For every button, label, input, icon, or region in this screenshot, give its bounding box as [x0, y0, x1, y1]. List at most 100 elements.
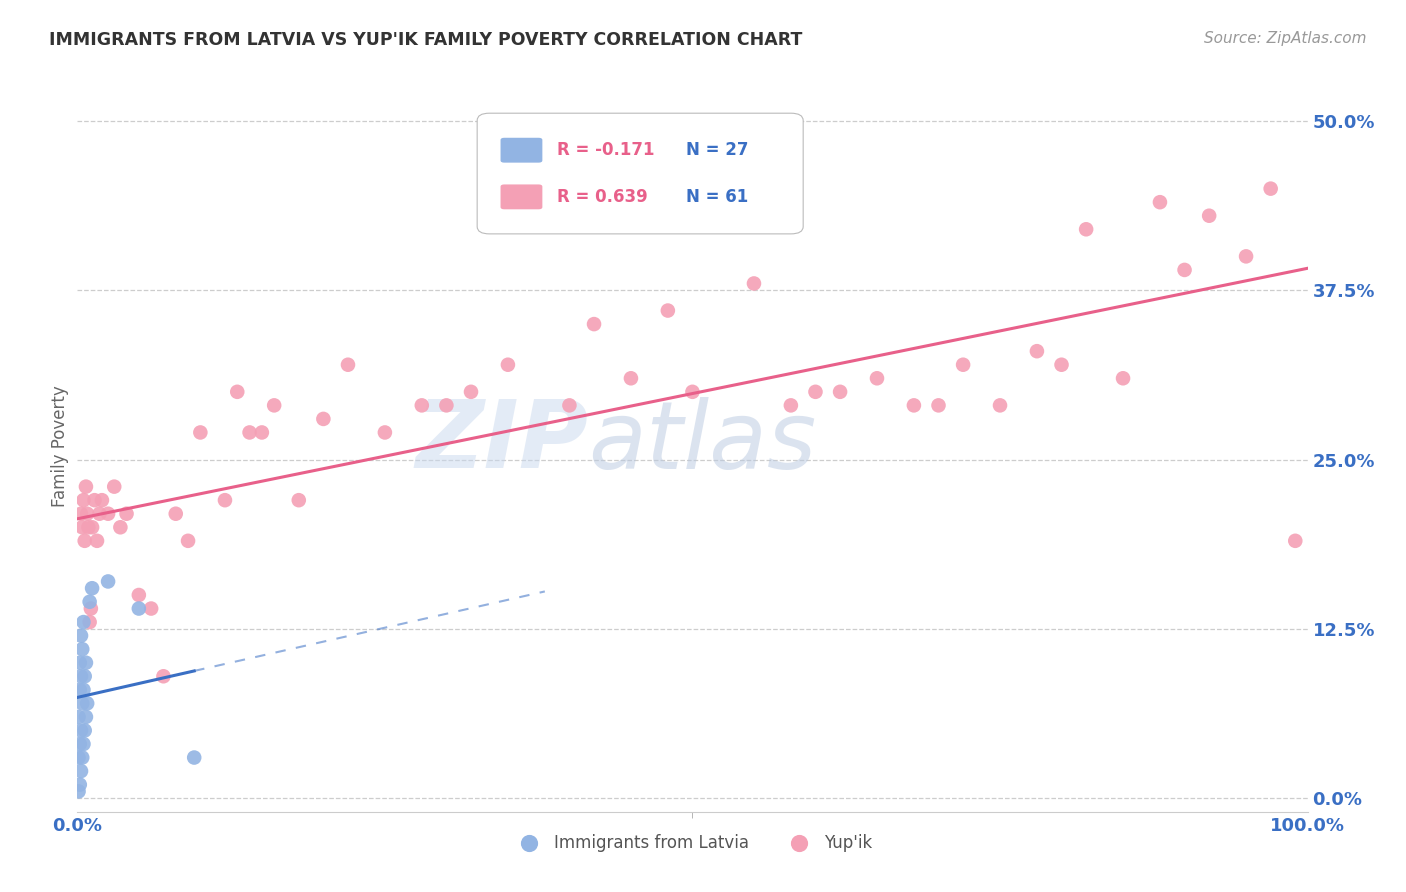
Point [583, 317, 606, 331]
Point [75, 480, 97, 494]
Legend: Immigrants from Latvia, Yup'ik: Immigrants from Latvia, Yup'ik [506, 827, 879, 858]
Point [460, 384, 482, 399]
Point [79, 595, 101, 609]
Point [742, 277, 765, 291]
Text: IMMIGRANTS FROM LATVIA VS YUP'IK FAMILY POVERTY CORRELATION CHART: IMMIGRANTS FROM LATVIA VS YUP'IK FAMILY … [49, 31, 803, 49]
Point [72, 682, 94, 697]
Point [496, 358, 519, 372]
Point [780, 398, 803, 412]
Point [69, 682, 91, 697]
Point [69, 656, 91, 670]
Point [657, 303, 679, 318]
Point [239, 425, 262, 440]
Point [177, 533, 200, 548]
Point [226, 384, 249, 399]
Y-axis label: Family Poverty: Family Poverty [51, 385, 69, 507]
Point [70, 629, 93, 643]
Text: ZIP: ZIP [415, 396, 588, 488]
Point [83, 493, 105, 508]
Text: N = 61: N = 61 [686, 188, 748, 206]
Point [73, 533, 96, 548]
Point [70, 750, 93, 764]
Point [67, 710, 90, 724]
Point [128, 588, 150, 602]
Text: N = 27: N = 27 [686, 141, 749, 159]
Point [288, 493, 311, 508]
Point [110, 520, 132, 534]
Point [90, 493, 114, 508]
Point [1198, 209, 1220, 223]
Point [337, 358, 360, 372]
Point [82, 581, 104, 595]
FancyBboxPatch shape [501, 185, 543, 210]
Point [86, 533, 108, 548]
Point [1112, 371, 1135, 385]
Point [165, 507, 187, 521]
Point [374, 425, 396, 440]
Point [73, 669, 96, 683]
Text: Source: ZipAtlas.com: Source: ZipAtlas.com [1204, 31, 1367, 46]
Point [70, 507, 93, 521]
Point [70, 764, 93, 778]
Point [97, 574, 120, 589]
Point [82, 520, 104, 534]
Point [70, 642, 93, 657]
Point [214, 493, 236, 508]
Point [1076, 222, 1098, 236]
Point [988, 398, 1011, 412]
Point [1260, 181, 1282, 195]
Point [67, 784, 90, 798]
Point [436, 398, 458, 412]
Point [70, 669, 93, 683]
Point [1050, 358, 1073, 372]
Point [69, 778, 91, 792]
Point [67, 750, 90, 764]
FancyBboxPatch shape [477, 113, 803, 234]
Point [1026, 344, 1049, 359]
Point [97, 507, 120, 521]
Point [70, 697, 93, 711]
Point [128, 601, 150, 615]
Point [830, 384, 852, 399]
Point [558, 398, 581, 412]
Text: atlas: atlas [588, 397, 815, 488]
Point [75, 710, 97, 724]
Point [79, 615, 101, 629]
Point [312, 412, 335, 426]
Point [183, 750, 205, 764]
Point [76, 697, 98, 711]
Point [76, 507, 98, 521]
Point [188, 425, 212, 440]
Point [70, 723, 93, 738]
Point [69, 737, 91, 751]
Point [77, 520, 100, 534]
Point [1284, 533, 1306, 548]
Point [72, 615, 94, 629]
Point [411, 398, 433, 412]
Point [73, 723, 96, 738]
FancyBboxPatch shape [501, 137, 543, 162]
Point [70, 520, 93, 534]
Point [1234, 249, 1257, 263]
Text: R = 0.639: R = 0.639 [557, 188, 648, 206]
Point [141, 601, 163, 615]
Point [250, 425, 273, 440]
Text: R = -0.171: R = -0.171 [557, 141, 655, 159]
Point [152, 669, 174, 683]
Point [903, 398, 925, 412]
Point [75, 656, 97, 670]
Point [928, 398, 950, 412]
Point [80, 601, 103, 615]
Point [1174, 263, 1197, 277]
Point [952, 358, 974, 372]
Point [103, 480, 125, 494]
Point [682, 384, 704, 399]
Point [620, 371, 643, 385]
Point [89, 507, 111, 521]
Point [263, 398, 285, 412]
Point [72, 493, 94, 508]
Point [866, 371, 889, 385]
Point [115, 507, 138, 521]
Point [1149, 195, 1171, 210]
Point [804, 384, 827, 399]
